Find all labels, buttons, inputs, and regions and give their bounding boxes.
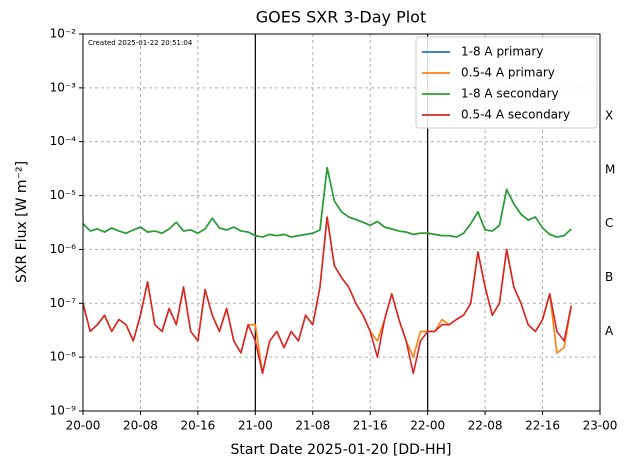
x-axis-label: Start Date 2025-01-20 [DD-HH]	[231, 442, 452, 458]
flare-class-label: X	[605, 109, 613, 123]
x-tick-label: 20-16	[180, 419, 215, 433]
x-tick-label: 20-08	[123, 419, 158, 433]
y-tick-label: 10⁻⁵	[50, 188, 77, 202]
legend-label: 1-8 A primary	[461, 45, 543, 59]
x-tick-label: 22-00	[410, 419, 445, 433]
y-tick-label: 10⁻⁸	[50, 350, 77, 364]
y-tick-label: 10⁻³	[50, 80, 77, 94]
legend-label: 1-8 A secondary	[461, 87, 559, 101]
flare-class-label: A	[605, 324, 614, 338]
flare-class-label: B	[605, 270, 613, 284]
legend-label: 0.5-4 A primary	[461, 66, 555, 80]
legend-box	[415, 36, 598, 129]
flare-class-label: C	[605, 216, 613, 230]
legend-label: 0.5-4 A secondary	[461, 108, 570, 122]
x-tick-label: 22-08	[468, 419, 503, 433]
x-tick-label: 23-00	[583, 419, 618, 433]
y-axis-label: SXR Flux [W m⁻²]	[14, 161, 30, 283]
series-line	[82, 216, 573, 375]
flare-class-label: M	[605, 162, 615, 176]
y-tick-label: 10⁻²	[50, 27, 77, 41]
x-tick-label: 21-16	[353, 419, 388, 433]
x-tick-label: 21-08	[295, 419, 330, 433]
y-tick-label: 10⁻⁴	[50, 134, 77, 148]
y-tick-label: 10⁻⁹	[50, 404, 77, 418]
series-line	[82, 166, 572, 238]
chart-title: GOES SXR 3-Day Plot	[256, 8, 426, 27]
legend: 1-8 A primary 0.5-4 A primary 1-8 A second…	[415, 36, 598, 129]
x-tick-label: 22-16	[525, 419, 560, 433]
series-line	[82, 216, 573, 375]
x-tick-label: 21-00	[238, 419, 273, 433]
x-tick-label: 20-00	[66, 419, 101, 433]
y-tick-label: 10⁻⁶	[50, 242, 77, 256]
plot-frame	[82, 33, 601, 412]
y-tick-label: 10⁻⁷	[50, 296, 77, 310]
